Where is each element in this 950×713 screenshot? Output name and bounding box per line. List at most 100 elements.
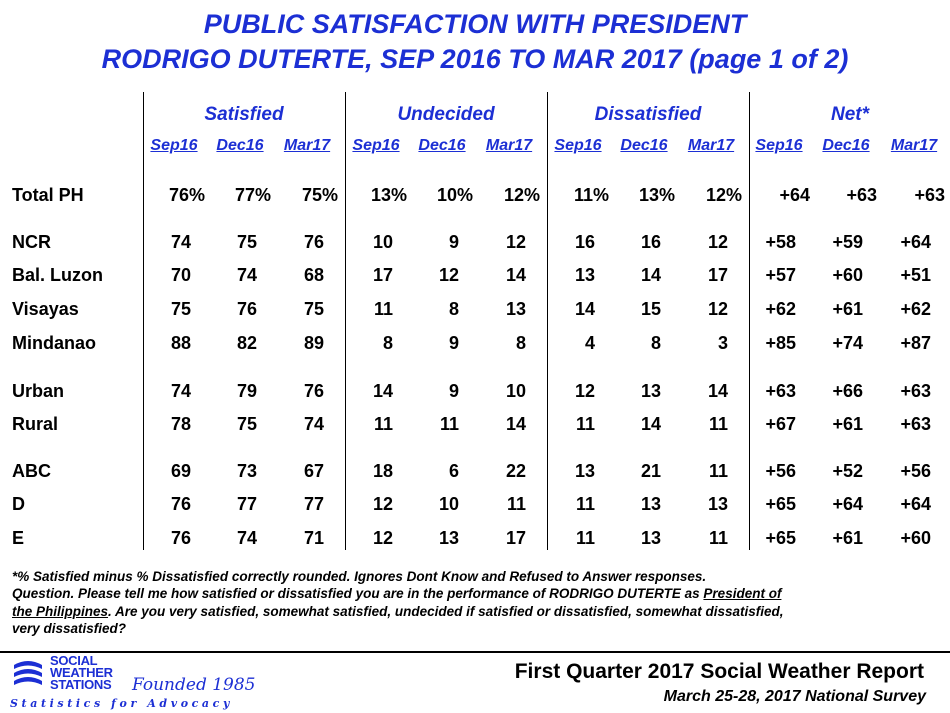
group-header-undecided: Undecided: [397, 104, 495, 125]
column-divider: [749, 92, 750, 550]
row-label: Mindanao: [12, 333, 96, 353]
table-cell: 10: [372, 232, 393, 252]
footer-divider: [0, 651, 950, 653]
logo-tagline: Statistics for Advocacy: [10, 697, 233, 710]
table-cell: 70: [170, 265, 191, 285]
table-cell: 73: [236, 461, 257, 481]
table-cell: 76%: [168, 185, 205, 205]
period-header: Mar17: [485, 137, 533, 154]
table-cell: 75%: [301, 185, 338, 205]
table-cell: 67: [303, 461, 324, 481]
table-cell: 13%: [638, 185, 675, 205]
footnote-question-line3: very dissatisfied?: [12, 621, 127, 636]
table-cell: +62: [900, 299, 931, 319]
table-cell: 18: [372, 461, 393, 481]
table-cell: 10%: [436, 185, 473, 205]
table-cell: 15: [640, 299, 661, 319]
row-label: E: [12, 528, 25, 548]
table-cell: +65: [765, 528, 796, 548]
table-cell: 11: [708, 461, 728, 481]
column-divider: [547, 92, 548, 550]
table-cell: +64: [779, 185, 810, 205]
table-cell: 9: [448, 232, 459, 252]
logo-line-stations: STATIONS: [50, 677, 112, 692]
table-cell: 74: [236, 265, 257, 285]
table-cell: 11: [373, 414, 393, 434]
table-cell: 10: [505, 381, 526, 401]
table-cell: 12: [707, 232, 728, 252]
table-cell: 13: [707, 494, 728, 514]
table-cell: 78: [170, 414, 191, 434]
table-cell: +64: [832, 494, 863, 514]
table-cell: 75: [303, 299, 324, 319]
table-cell: 76: [303, 232, 324, 252]
table-cell: 6: [448, 461, 459, 481]
group-header-satisfied: Satisfied: [204, 104, 284, 125]
table-cell: 14: [505, 414, 526, 434]
period-header: Mar17: [687, 137, 735, 154]
table-cell: 14: [640, 265, 661, 285]
table-cell: +61: [832, 299, 863, 319]
table-cell: +52: [832, 461, 863, 481]
table-cell: 69: [170, 461, 191, 481]
table-cell: 77%: [234, 185, 271, 205]
table-cell: +59: [832, 232, 863, 252]
table-cell: 76: [236, 299, 257, 319]
table-cell: +61: [832, 414, 863, 434]
table-cell: 11: [575, 414, 595, 434]
table-cell: 10: [438, 494, 459, 514]
table-cell: +87: [900, 333, 931, 353]
table-cell: 77: [303, 494, 324, 514]
page-title-line2: RODRIGO DUTERTE, SEP 2016 TO MAR 2017 (p…: [101, 44, 849, 74]
table-cell: 8: [382, 333, 393, 353]
table-cell: 76: [170, 528, 191, 548]
table-cell: 17: [707, 265, 728, 285]
table-cell: 76: [170, 494, 191, 514]
logo-founded: Founded 1985: [132, 675, 256, 695]
table-cell: 17: [505, 528, 526, 548]
column-divider: [345, 92, 346, 550]
table-cell: 82: [236, 333, 257, 353]
table-cell: +60: [900, 528, 931, 548]
table-cell: 14: [372, 381, 393, 401]
table-cell: 13: [640, 494, 661, 514]
row-label: NCR: [12, 232, 51, 252]
table-cell: +64: [900, 494, 931, 514]
table-cell: 9: [448, 333, 459, 353]
table-cell: 16: [640, 232, 661, 252]
table-cell: 17: [372, 265, 393, 285]
footnote-question-line2: the Philippines. Are you very satisfied,…: [12, 604, 937, 620]
table-cell: 12: [438, 265, 459, 285]
table-cell: 13: [574, 265, 595, 285]
table-cell: 13: [574, 461, 595, 481]
logo-line-weather: WEATHER: [50, 665, 113, 680]
table-cell: 11: [575, 494, 595, 514]
row-label: ABC: [12, 461, 51, 481]
table-cell: 12: [372, 528, 393, 548]
table-cell: 88: [170, 333, 191, 353]
table-cell: +66: [832, 381, 863, 401]
table-cell: 74: [236, 528, 257, 548]
period-header: Dec16: [216, 137, 264, 154]
table-cell: 11: [439, 414, 459, 434]
sws-emblem-icon: [14, 661, 42, 685]
footnote-president-link: President of: [703, 586, 782, 601]
table-cell: 77: [236, 494, 257, 514]
table-cell: 14: [574, 299, 595, 319]
row-label: D: [12, 494, 25, 514]
row-label: Total PH: [12, 185, 84, 205]
period-header: Mar17: [890, 137, 938, 154]
table-cell: 12: [574, 381, 595, 401]
table-cell: 75: [170, 299, 191, 319]
table-cell: 11: [575, 528, 595, 548]
table-cell: 75: [236, 232, 257, 252]
sws-logo: SOCIAL WEATHER STATIONS Founded 1985 Sta…: [6, 654, 256, 711]
table-cell: 21: [640, 461, 661, 481]
table-cell: 12: [505, 232, 526, 252]
table-cell: +65: [765, 494, 796, 514]
table-cell: +63: [900, 381, 931, 401]
period-header: Sep16: [352, 137, 400, 154]
table-cell: +64: [900, 232, 931, 252]
period-header: Sep16: [755, 137, 803, 154]
table-cell: 11: [708, 414, 728, 434]
